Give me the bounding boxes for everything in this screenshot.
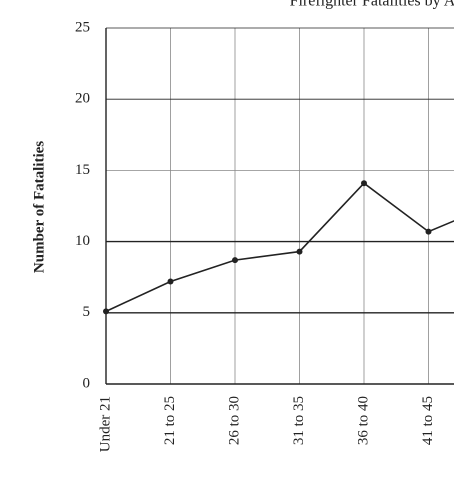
point: [296, 248, 303, 255]
x-tick-label: 26 to 30: [226, 396, 242, 445]
y-axis-label: Number of Fatalities: [31, 141, 47, 273]
y-tick-label: 20: [75, 91, 90, 107]
x-tick-label: 41 to 45: [420, 396, 436, 445]
line: [105, 182, 454, 313]
y-tick-label: 0: [83, 375, 91, 391]
point: [425, 228, 432, 235]
point: [361, 180, 367, 187]
x-tick-label: 31 to 35: [291, 396, 307, 445]
point: [103, 308, 109, 315]
x-tick-label: Under 21: [97, 396, 113, 452]
x-tick-label: 36 to 40: [355, 396, 371, 445]
y-tick-label: 15: [75, 162, 90, 178]
y-tick-label: 25: [75, 19, 90, 35]
chart-title: Firefighter Fatalities by Age: [290, 0, 454, 10]
point: [167, 278, 174, 285]
point: [232, 257, 238, 264]
y-tick-label: 10: [75, 233, 90, 249]
y-tick-label: 5: [83, 304, 91, 320]
x-tick-label: 21 to 25: [162, 396, 178, 445]
